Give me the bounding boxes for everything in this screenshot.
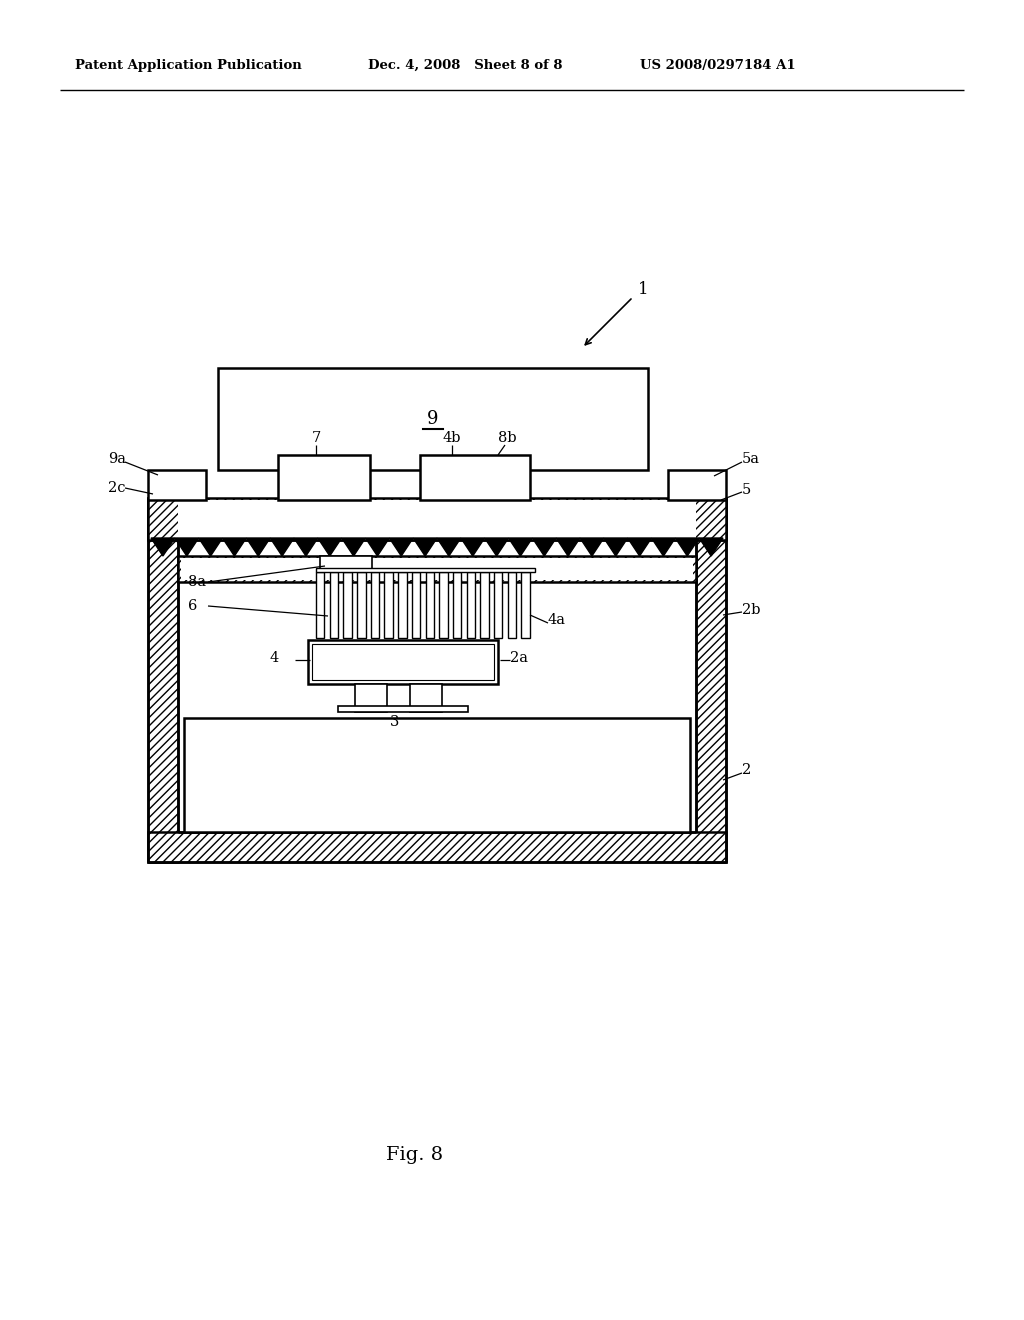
Text: US 2008/0297184 A1: US 2008/0297184 A1 xyxy=(640,58,796,71)
Bar xyxy=(521,572,529,638)
Text: 8a: 8a xyxy=(188,576,206,589)
Bar xyxy=(148,470,206,500)
Polygon shape xyxy=(509,539,532,556)
Bar xyxy=(343,572,352,638)
Text: 3: 3 xyxy=(390,715,399,729)
Polygon shape xyxy=(366,539,389,556)
Polygon shape xyxy=(317,539,342,556)
Bar xyxy=(278,455,370,500)
Text: 6: 6 xyxy=(188,599,198,612)
Bar xyxy=(319,556,372,572)
Polygon shape xyxy=(151,539,175,556)
Polygon shape xyxy=(461,539,484,556)
Text: 2c: 2c xyxy=(108,480,126,495)
Bar xyxy=(218,368,648,470)
Bar xyxy=(420,455,530,500)
Bar xyxy=(330,572,338,638)
Text: 2: 2 xyxy=(742,763,752,777)
Bar xyxy=(668,470,726,500)
Polygon shape xyxy=(437,539,461,556)
Polygon shape xyxy=(294,539,317,556)
Polygon shape xyxy=(484,539,509,556)
Polygon shape xyxy=(342,539,366,556)
Polygon shape xyxy=(270,539,294,556)
Polygon shape xyxy=(556,539,580,556)
Polygon shape xyxy=(389,539,413,556)
Polygon shape xyxy=(651,539,676,556)
Bar xyxy=(178,556,696,582)
Polygon shape xyxy=(676,539,699,556)
Text: 1: 1 xyxy=(638,281,648,298)
Text: 4: 4 xyxy=(270,651,280,665)
Bar xyxy=(480,572,488,638)
Text: Patent Application Publication: Patent Application Publication xyxy=(75,58,302,71)
Polygon shape xyxy=(247,539,270,556)
Bar xyxy=(338,706,468,711)
Text: 9: 9 xyxy=(427,411,438,428)
Bar xyxy=(508,572,516,638)
Text: 7: 7 xyxy=(311,432,321,445)
Bar xyxy=(410,684,442,711)
Bar xyxy=(148,498,178,862)
Bar xyxy=(316,568,535,572)
Bar xyxy=(696,498,726,862)
Bar xyxy=(398,572,407,638)
Polygon shape xyxy=(175,539,199,556)
Text: 4b: 4b xyxy=(442,432,461,445)
Text: 5a: 5a xyxy=(742,451,760,466)
Text: Fig. 8: Fig. 8 xyxy=(386,1146,443,1164)
Bar xyxy=(412,572,420,638)
Bar xyxy=(439,572,447,638)
Bar xyxy=(426,572,434,638)
Bar xyxy=(178,498,696,832)
Bar xyxy=(181,558,693,579)
Polygon shape xyxy=(604,539,628,556)
Polygon shape xyxy=(628,539,651,556)
Text: 2b: 2b xyxy=(742,603,761,616)
Bar xyxy=(494,572,503,638)
Bar xyxy=(308,640,498,684)
Polygon shape xyxy=(222,539,247,556)
Text: 4a: 4a xyxy=(548,612,566,627)
Bar xyxy=(467,572,475,638)
Polygon shape xyxy=(699,539,723,556)
Bar xyxy=(355,684,387,711)
Bar xyxy=(453,572,462,638)
Polygon shape xyxy=(413,539,437,556)
Polygon shape xyxy=(532,539,556,556)
Text: 8b: 8b xyxy=(498,432,516,445)
Text: 2a: 2a xyxy=(510,651,528,665)
Bar xyxy=(312,644,494,680)
Bar xyxy=(148,832,726,862)
Bar xyxy=(184,718,690,832)
Bar xyxy=(384,572,393,638)
Text: 5: 5 xyxy=(742,483,752,498)
Polygon shape xyxy=(199,539,222,556)
Text: Dec. 4, 2008   Sheet 8 of 8: Dec. 4, 2008 Sheet 8 of 8 xyxy=(368,58,562,71)
Text: 9a: 9a xyxy=(108,451,126,466)
Bar xyxy=(357,572,366,638)
Polygon shape xyxy=(580,539,604,556)
Bar xyxy=(178,500,696,539)
Bar xyxy=(316,572,325,638)
Bar xyxy=(371,572,379,638)
Bar xyxy=(148,498,726,540)
